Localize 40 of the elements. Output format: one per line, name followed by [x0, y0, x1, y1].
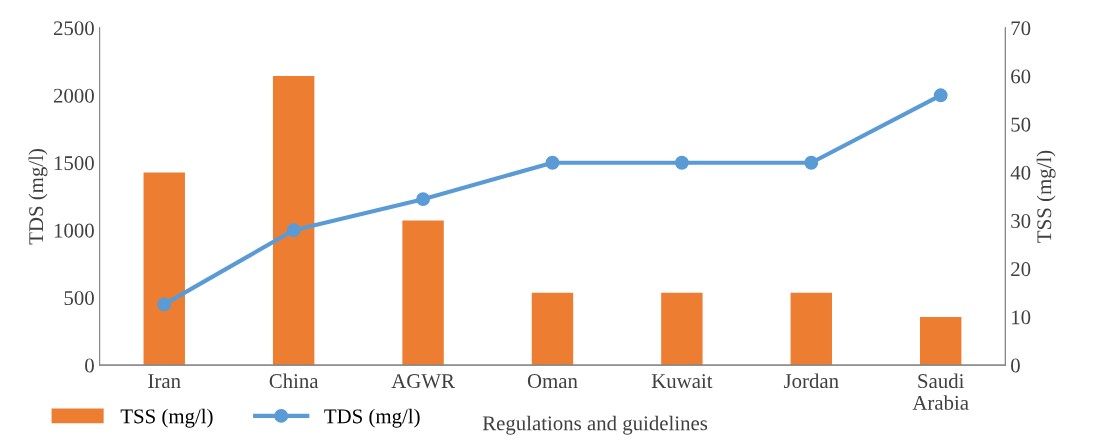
legend-label: TSS (mg/l): [120, 408, 213, 428]
bar: [402, 220, 444, 366]
x-tick-label: Saudi Arabia: [912, 373, 969, 410]
y2-tick-label: 70: [1011, 21, 1031, 36]
legend-label: TDS (mg/l): [324, 408, 420, 428]
y2-tick-label: 20: [1011, 262, 1031, 277]
y2-tick-label: 40: [1010, 165, 1031, 180]
y-axis-title: TDS (mg/l): [28, 149, 48, 245]
y-tick-label: 1500: [54, 156, 94, 171]
y-tick-label: 0: [85, 358, 94, 373]
y2-tick-label: 0: [1011, 358, 1020, 373]
y2-tick-label: 30: [1011, 213, 1031, 228]
x-tick-label: Iran: [148, 374, 181, 389]
bar: [919, 316, 962, 366]
point: [545, 155, 560, 170]
y2-tick-label: 50: [1011, 117, 1031, 132]
bar: [661, 292, 703, 366]
point: [416, 192, 431, 207]
bar: [790, 292, 832, 366]
x-tick-label: Oman: [527, 374, 578, 389]
bar: [272, 76, 315, 366]
point: [286, 223, 301, 238]
x-tick-label: AGWR: [391, 374, 455, 389]
y-tick-label: 2500: [53, 21, 94, 36]
x-tick-label: Jordan: [783, 373, 839, 389]
x-tick-label: Kuwait: [651, 374, 713, 389]
point: [933, 88, 948, 103]
y2-tick-label: 10: [1012, 310, 1031, 325]
x-tick-label: China: [269, 373, 319, 389]
point: [674, 155, 689, 170]
point: [157, 297, 172, 312]
x-axis-title: Regulations and guidelines: [482, 415, 708, 435]
y-tick-label: 2000: [53, 88, 94, 103]
y2-axis-title: TSS (mg/l): [1036, 150, 1056, 243]
y2-tick-label: 60: [1011, 69, 1031, 84]
y-tick-label: 500: [64, 291, 94, 306]
y-tick-label: 1000: [54, 223, 94, 238]
point: [804, 155, 819, 170]
bar: [531, 292, 574, 366]
bar: [143, 172, 185, 366]
